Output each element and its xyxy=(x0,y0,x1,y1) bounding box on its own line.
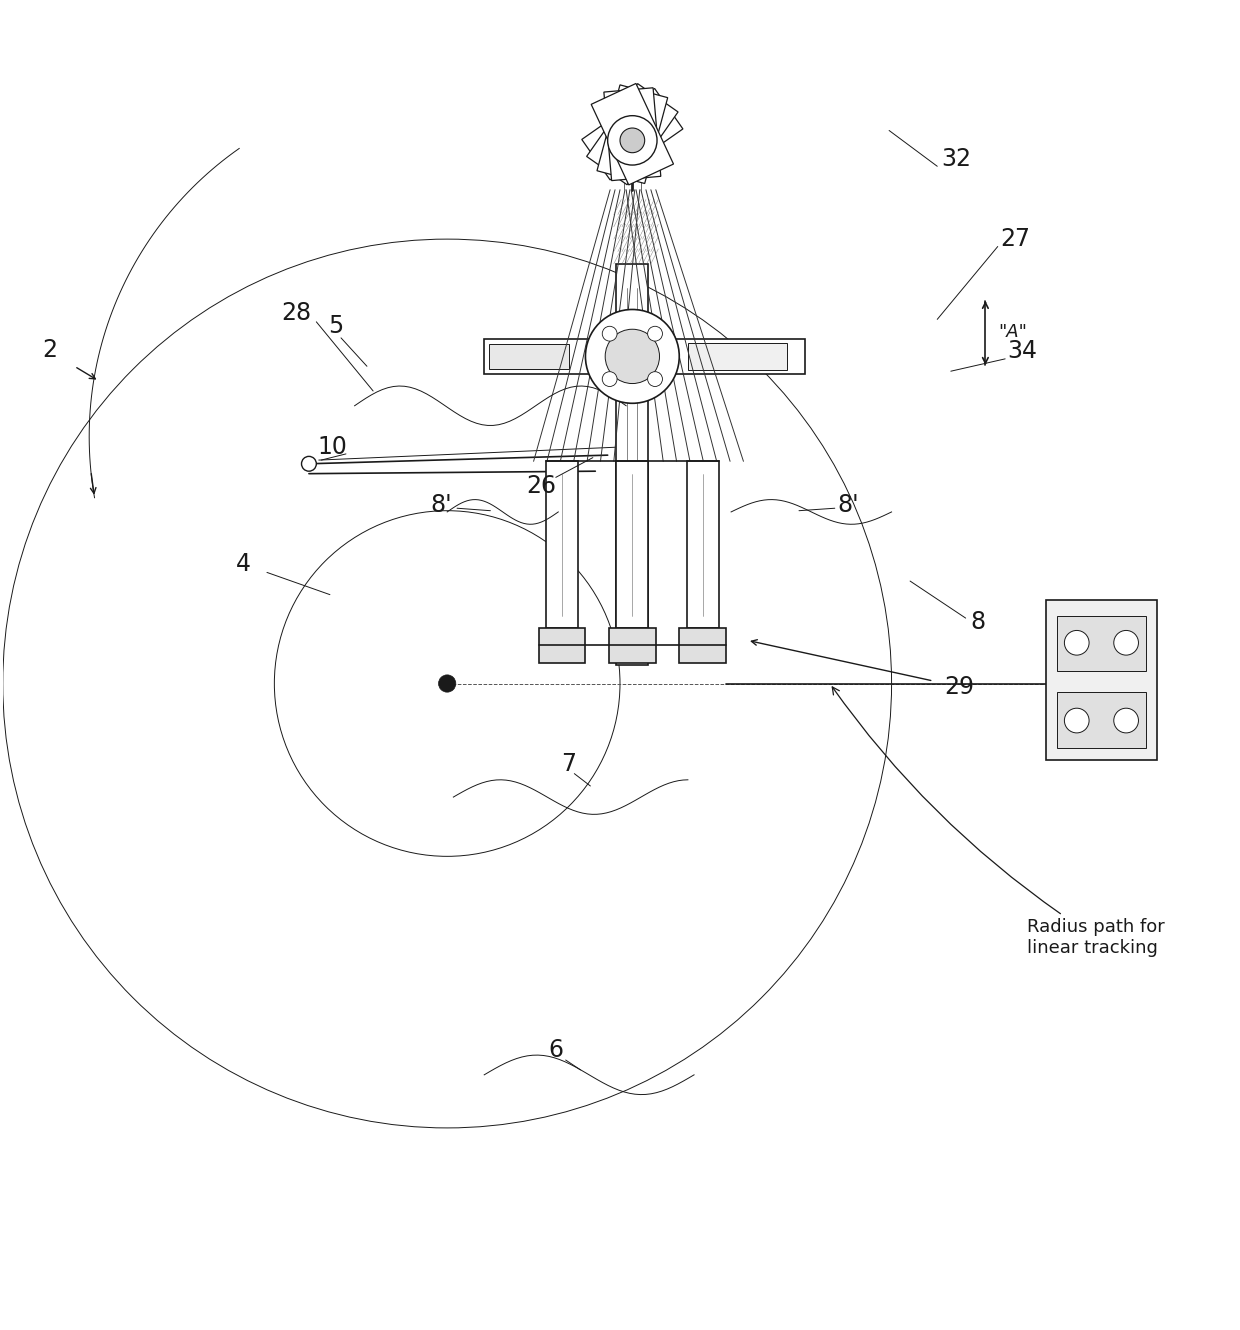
Circle shape xyxy=(1064,630,1089,656)
Bar xyxy=(489,344,569,368)
Bar xyxy=(484,339,805,374)
Bar xyxy=(1056,616,1146,672)
Circle shape xyxy=(274,511,620,857)
Bar xyxy=(687,462,719,628)
Text: 8: 8 xyxy=(971,609,986,634)
Bar xyxy=(680,628,727,662)
Bar xyxy=(688,343,786,370)
Polygon shape xyxy=(582,89,683,180)
Circle shape xyxy=(1064,708,1089,733)
Text: 8': 8' xyxy=(430,492,451,516)
Polygon shape xyxy=(591,84,673,185)
Bar xyxy=(1056,692,1146,747)
Bar xyxy=(1045,600,1157,759)
Polygon shape xyxy=(604,88,661,181)
Text: "A": "A" xyxy=(998,323,1027,340)
Bar xyxy=(616,263,649,665)
Circle shape xyxy=(311,548,583,819)
Circle shape xyxy=(2,239,892,1128)
Polygon shape xyxy=(587,84,678,185)
Bar xyxy=(538,628,585,662)
Bar xyxy=(609,628,656,662)
Circle shape xyxy=(605,330,660,383)
Bar xyxy=(616,462,649,628)
Circle shape xyxy=(585,310,680,403)
Text: 2: 2 xyxy=(42,338,57,362)
Text: 26: 26 xyxy=(526,473,556,497)
Circle shape xyxy=(608,116,657,165)
Text: 29: 29 xyxy=(945,676,975,700)
Circle shape xyxy=(301,456,316,471)
Circle shape xyxy=(620,128,645,153)
Circle shape xyxy=(1114,630,1138,656)
Polygon shape xyxy=(596,85,667,184)
Circle shape xyxy=(647,371,662,387)
Circle shape xyxy=(647,326,662,340)
Text: 7: 7 xyxy=(560,751,575,775)
Text: 6: 6 xyxy=(548,1039,563,1063)
Text: 27: 27 xyxy=(999,227,1030,251)
Text: 5: 5 xyxy=(329,314,343,338)
Text: 34: 34 xyxy=(1007,339,1038,363)
Text: 8': 8' xyxy=(837,492,859,516)
Text: 28: 28 xyxy=(281,301,311,325)
Text: Radius path for
linear tracking: Radius path for linear tracking xyxy=(832,686,1166,956)
Circle shape xyxy=(603,326,618,340)
Bar xyxy=(546,462,578,628)
Text: 10: 10 xyxy=(317,435,347,459)
Circle shape xyxy=(603,371,618,387)
Text: 4: 4 xyxy=(236,552,250,576)
Text: 32: 32 xyxy=(941,146,971,170)
Circle shape xyxy=(439,674,456,692)
Circle shape xyxy=(1114,708,1138,733)
